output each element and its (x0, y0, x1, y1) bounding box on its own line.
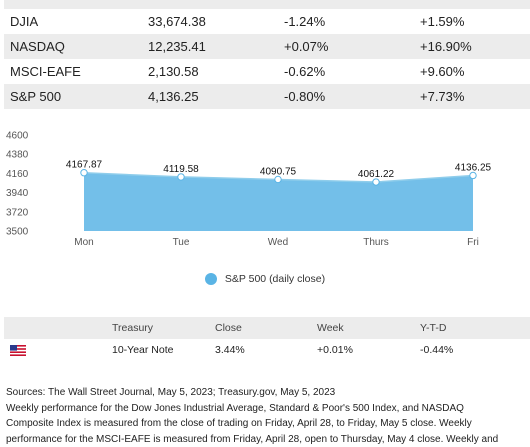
treasury-table-header: Treasury Close Week Y-T-D (4, 317, 530, 339)
sources-note: Sources: The Wall Street Journal, May 5,… (6, 385, 530, 447)
data-label: 4167.87 (66, 160, 103, 171)
sources-line: Weekly performance for the Dow Jones Ind… (6, 401, 530, 417)
index-week: -0.62% (278, 59, 414, 84)
y-tick-label: 4600 (6, 131, 29, 142)
index-ytd: +9.60% (414, 59, 530, 84)
header-ytd: Y-T-D (414, 0, 530, 9)
y-tick-label: 3720 (6, 207, 29, 218)
index-close: 12,235.41 (142, 34, 278, 59)
header-week: Week (311, 317, 414, 339)
treasury-ytd: -0.44% (414, 339, 530, 361)
data-label: 4090.75 (260, 166, 297, 177)
header-market-index: Market Index (4, 0, 142, 9)
table-row: DJIA 33,674.38 -1.24% +1.59% (4, 9, 530, 34)
index-table-header: Market Index Close Week Y-T-D (4, 0, 530, 9)
index-close: 33,674.38 (142, 9, 278, 34)
x-tick-label: Wed (268, 237, 288, 248)
treasury-name: 10-Year Note (106, 339, 209, 361)
data-label: 4119.58 (163, 164, 199, 175)
index-name: MSCI-EAFE (4, 59, 142, 84)
y-tick-label: 4160 (6, 169, 29, 180)
index-week: +0.07% (278, 34, 414, 59)
chart-legend: S&P 500 (daily close) (0, 273, 530, 285)
index-close: 4,136.25 (142, 84, 278, 109)
header-blank (4, 317, 106, 339)
treasury-table: Treasury Close Week Y-T-D 10-Year Note 3… (4, 317, 530, 361)
header-week: Week (278, 0, 414, 9)
index-name: DJIA (4, 9, 142, 34)
index-name: S&P 500 (4, 84, 142, 109)
legend-swatch (205, 273, 217, 285)
y-tick-label: 3940 (6, 188, 29, 199)
header-treasury: Treasury (106, 317, 209, 339)
y-tick-label: 3500 (6, 227, 29, 238)
index-ytd: +7.73% (414, 84, 530, 109)
sources-line: Composite Index is measured from the clo… (6, 416, 530, 432)
data-label: 4136.25 (455, 162, 492, 173)
table-row: MSCI-EAFE 2,130.58 -0.62% +9.60% (4, 59, 530, 84)
sp500-area-chart: 3500 3720 3940 4160 4380 4600 4167.87 4119.58 40… (0, 120, 530, 265)
header-close: Close (142, 0, 278, 9)
index-ytd: +16.90% (414, 34, 530, 59)
sources-line: performance for the MSCI-EAFE is measure… (6, 432, 530, 447)
y-tick-label: 4380 (6, 150, 29, 161)
flag-cell (4, 339, 106, 361)
index-ytd: +1.59% (414, 9, 530, 34)
sources-line: Sources: The Wall Street Journal, May 5,… (6, 385, 530, 401)
legend-label: S&P 500 (daily close) (225, 273, 325, 285)
header-close: Close (209, 317, 311, 339)
table-row: 10-Year Note 3.44% +0.01% -0.44% (4, 339, 530, 361)
index-name: NASDAQ (4, 34, 142, 59)
market-index-table: Market Index Close Week Y-T-D DJIA 33,67… (4, 0, 530, 109)
data-label: 4061.22 (358, 169, 395, 180)
index-week: -1.24% (278, 9, 414, 34)
treasury-week: +0.01% (311, 339, 414, 361)
header-ytd: Y-T-D (414, 317, 530, 339)
x-tick-label: Tue (173, 237, 190, 248)
x-tick-label: Mon (74, 237, 93, 248)
table-row: S&P 500 4,136.25 -0.80% +7.73% (4, 84, 530, 109)
table-row: NASDAQ 12,235.41 +0.07% +16.90% (4, 34, 530, 59)
treasury-close: 3.44% (209, 339, 311, 361)
index-week: -0.80% (278, 84, 414, 109)
x-tick-label: Thurs (363, 237, 389, 248)
x-tick-label: Fri (467, 237, 479, 248)
index-close: 2,130.58 (142, 59, 278, 84)
us-flag-icon (10, 345, 26, 356)
